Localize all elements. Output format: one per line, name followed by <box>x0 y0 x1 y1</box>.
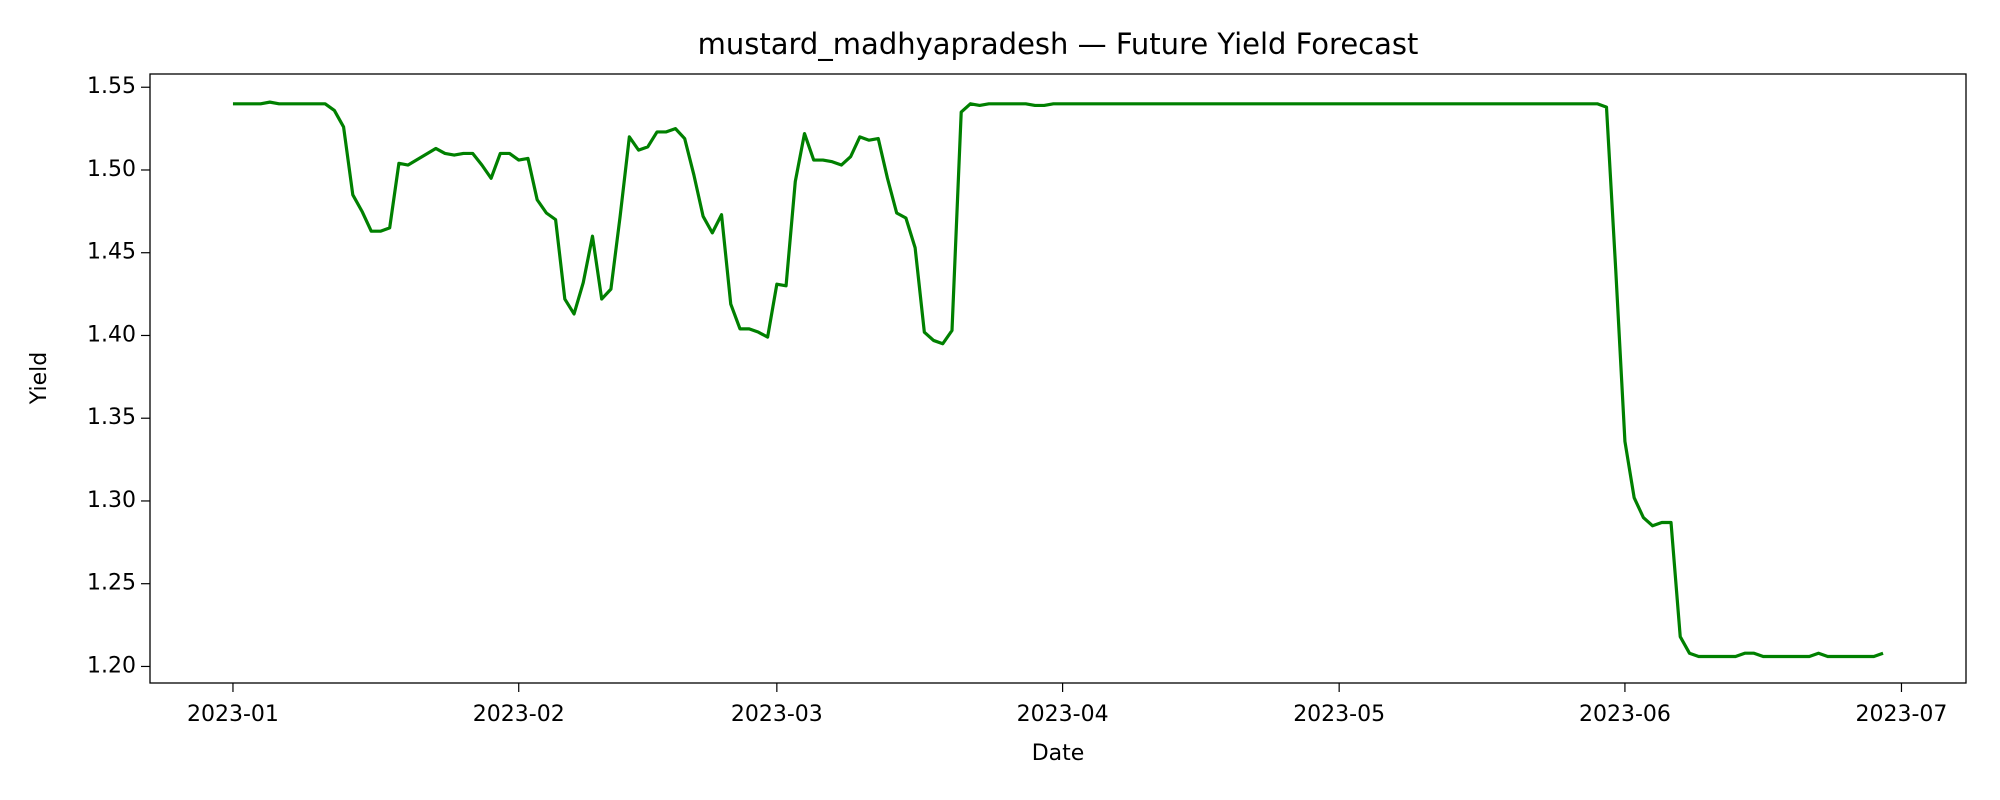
x-axis-label: Date <box>1032 741 1085 766</box>
x-tick-label: 2023-04 <box>1017 702 1109 727</box>
y-tick-label: 1.55 <box>87 74 136 99</box>
y-tick-label: 1.35 <box>87 405 136 430</box>
x-tick-label: 2023-06 <box>1579 702 1671 727</box>
x-tick-label: 2023-02 <box>473 702 565 727</box>
chart-title: mustard_madhyapradesh — Future Yield For… <box>698 27 1419 61</box>
y-tick-label: 1.20 <box>87 653 136 678</box>
x-tick-label: 2023-07 <box>1856 702 1948 727</box>
y-tick-label: 1.50 <box>87 157 136 182</box>
x-tick-label: 2023-01 <box>187 702 279 727</box>
y-tick-label: 1.30 <box>87 488 136 513</box>
y-tick-label: 1.25 <box>87 571 136 596</box>
x-tick-label: 2023-03 <box>731 702 823 727</box>
forecast-line <box>232 100 1884 659</box>
y-tick-label: 1.45 <box>87 240 136 265</box>
x-tick-label: 2023-05 <box>1293 702 1385 727</box>
y-axis-label: Yield <box>27 352 52 405</box>
y-tick-label: 1.40 <box>87 322 136 347</box>
plot-frame <box>149 73 1967 684</box>
